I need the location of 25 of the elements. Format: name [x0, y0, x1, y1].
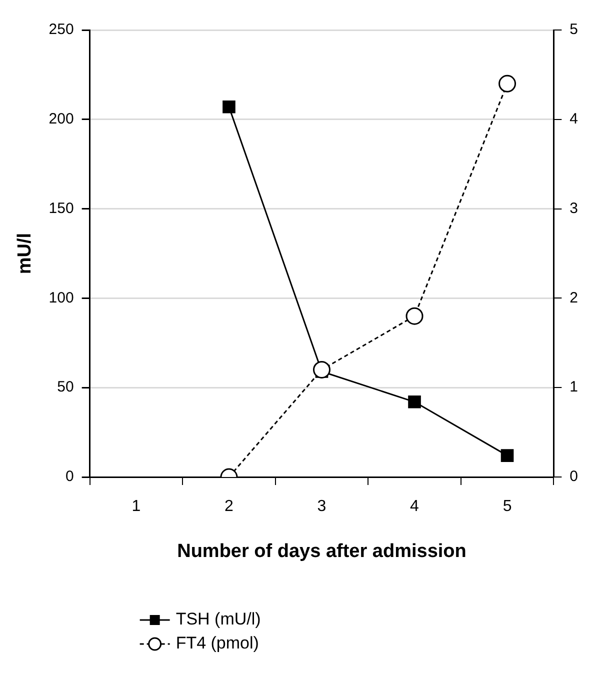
y2-tick-label: 0 — [570, 468, 578, 486]
y2-tick-label: 4 — [570, 110, 578, 128]
x-tick-label: 1 — [132, 498, 141, 516]
x-axis-title: Number of days after admission — [177, 540, 466, 562]
legend-label: TSH (mU/l) — [176, 610, 261, 629]
x-tick-label: 2 — [224, 498, 234, 516]
x-tick-label: 3 — [317, 498, 326, 516]
y-tick-label: 0 — [65, 468, 74, 486]
y2-tick-label: 2 — [570, 289, 578, 306]
y-tick-label: 200 — [48, 110, 74, 128]
y-tick-label: 150 — [48, 200, 74, 217]
y-axis-title: mU/l — [14, 232, 36, 274]
y-tick-label: 100 — [48, 289, 74, 306]
x-tick-label: 4 — [410, 498, 420, 516]
x-tick-label: 5 — [502, 498, 512, 516]
y-tick-label: 50 — [57, 378, 74, 396]
point — [312, 360, 330, 378]
y2-tick-label: 3 — [570, 200, 578, 217]
point — [500, 449, 514, 462]
y-tick-label: 250 — [48, 21, 74, 38]
point — [408, 395, 421, 408]
legend-label: FT4 (pmol) — [176, 634, 259, 653]
y2-tick-label: 1 — [570, 378, 578, 396]
point — [222, 100, 236, 114]
y2-tick-label: 5 — [570, 21, 578, 38]
